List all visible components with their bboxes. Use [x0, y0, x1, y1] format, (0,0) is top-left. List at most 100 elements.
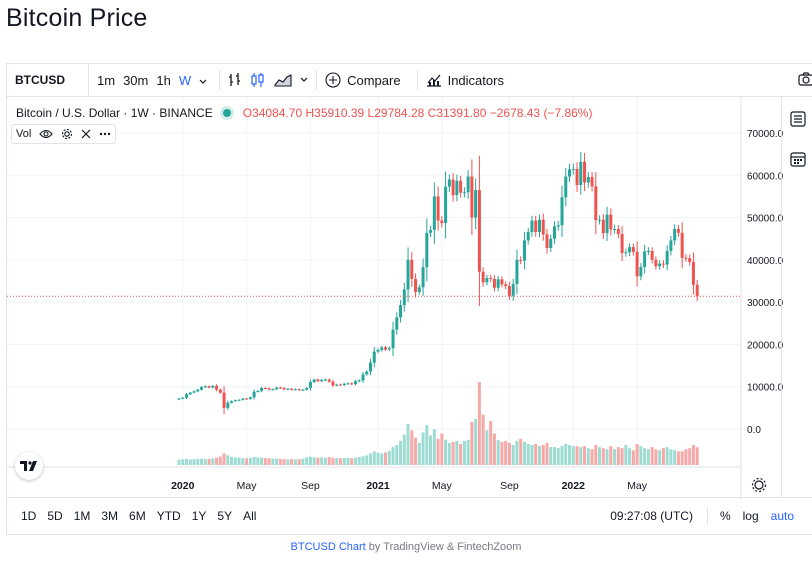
candles-icon[interactable] [250, 72, 266, 88]
candle-body [308, 382, 312, 388]
compare-button[interactable]: Compare [325, 72, 401, 88]
volume-bar [522, 441, 526, 465]
candle-body [639, 267, 643, 277]
range-1y[interactable]: 1Y [191, 509, 207, 523]
candle-body [688, 258, 692, 262]
interval-w[interactable]: W [178, 72, 192, 88]
candle-body [628, 247, 632, 253]
indicators-button[interactable]: Indicators [426, 73, 504, 88]
y-tick-label: 20000.0 [747, 340, 783, 351]
volume-bar [613, 449, 617, 465]
candle-body [391, 329, 395, 349]
interval-1h[interactable]: 1h [156, 72, 171, 88]
volume-bar [654, 449, 658, 465]
volume-bar [316, 457, 320, 465]
volume-bar [568, 445, 572, 465]
candle-body [489, 278, 493, 280]
range-5d[interactable]: 5D [47, 509, 63, 523]
camera-icon[interactable] [798, 72, 812, 89]
volume-legend[interactable]: Vol [11, 124, 117, 144]
range-all[interactable]: All [243, 509, 257, 523]
candle-body [684, 257, 688, 259]
attribution-link[interactable]: BTCUSD Chart [290, 541, 366, 553]
candle-body [241, 398, 245, 400]
candle-body [466, 176, 470, 193]
interval-30m[interactable]: 30m [123, 72, 149, 88]
volume-bar [188, 459, 192, 465]
candle-body [556, 225, 560, 227]
percent-toggle[interactable]: % [719, 509, 731, 523]
candle-body [526, 231, 530, 241]
chart-area[interactable]: 70000.0 60000.0 50000.0 40000.0 30000.0 20000… [7, 97, 784, 499]
utc-clock[interactable]: 09:27:08 (UTC) [610, 509, 693, 523]
candle-body [335, 384, 339, 386]
candle-body [192, 391, 196, 393]
volume-bar [282, 459, 286, 465]
volume-bar [432, 429, 436, 465]
candle-body [342, 383, 346, 386]
volume-bar [357, 457, 361, 465]
close-key: C [427, 106, 437, 120]
candle-body [402, 289, 406, 306]
gear-icon[interactable] [61, 128, 73, 140]
chevron-down-icon[interactable] [199, 73, 207, 88]
more-icon[interactable] [99, 132, 111, 136]
high-value: 35910.39 [314, 106, 365, 120]
symbol-search[interactable]: BTCUSD [7, 64, 89, 96]
volume-bar [297, 459, 301, 465]
range-3m[interactable]: 3M [101, 509, 119, 523]
interval-1m[interactable]: 1m [97, 72, 116, 88]
candle-body [395, 317, 399, 330]
range-ytd[interactable]: YTD [156, 509, 181, 523]
candle-body [620, 234, 624, 254]
settings-gear-icon[interactable] [751, 477, 767, 493]
volume-bar [537, 446, 541, 465]
low-key: L [367, 106, 375, 120]
volume-bar [507, 442, 511, 465]
eye-icon[interactable] [39, 129, 54, 139]
y-tick-label: 30000.0 [747, 298, 783, 309]
tradingview-logo-icon[interactable] [15, 452, 43, 480]
range-6m[interactable]: 6M [129, 509, 146, 523]
candle-body [673, 228, 677, 241]
volume-bar [575, 446, 579, 465]
volume-bar [511, 445, 515, 465]
candle-body [185, 394, 189, 398]
volume-bar [425, 425, 429, 465]
candle-body [222, 392, 226, 408]
low-value: 29784.28 [374, 106, 425, 120]
candle-body [522, 240, 526, 261]
candle-body [301, 389, 305, 391]
bar-style-icon[interactable] [228, 72, 242, 88]
log-toggle[interactable]: log [742, 509, 759, 523]
volume-bar [414, 437, 418, 465]
right-sidebar [781, 97, 812, 497]
page-title: Bitcoin Price [6, 4, 148, 32]
price-chart[interactable]: 70000.0 60000.0 50000.0 40000.0 30000.0 20000… [7, 97, 784, 499]
candle-body [440, 220, 444, 224]
candle-body [605, 214, 609, 234]
high-key: H [305, 106, 315, 120]
volume-bar [226, 455, 230, 465]
candle-body [323, 379, 327, 381]
settings-gear-icon[interactable] [754, 480, 764, 490]
auto-scale-toggle[interactable]: auto [770, 509, 794, 523]
close-icon[interactable] [81, 129, 91, 139]
watchlist-icon[interactable] [790, 111, 806, 127]
chevron-down-icon[interactable] [300, 77, 308, 83]
range-selector: 1D 5D 1M 3M 6M YTD 1Y 5Y All [7, 509, 267, 523]
range-1m[interactable]: 1M [73, 509, 91, 523]
candle-body [444, 186, 448, 224]
volume-bar [530, 445, 534, 465]
candle-body [695, 284, 699, 297]
candle-body [369, 362, 373, 372]
area-icon[interactable] [274, 73, 292, 87]
calendar-icon[interactable] [790, 151, 806, 167]
candle-body [320, 379, 324, 382]
range-5y[interactable]: 5Y [217, 509, 233, 523]
volume-bar [211, 458, 215, 465]
volume-bar [688, 448, 692, 465]
range-1d[interactable]: 1D [21, 509, 37, 523]
volume-bar [579, 447, 583, 465]
candle-body [455, 180, 459, 196]
